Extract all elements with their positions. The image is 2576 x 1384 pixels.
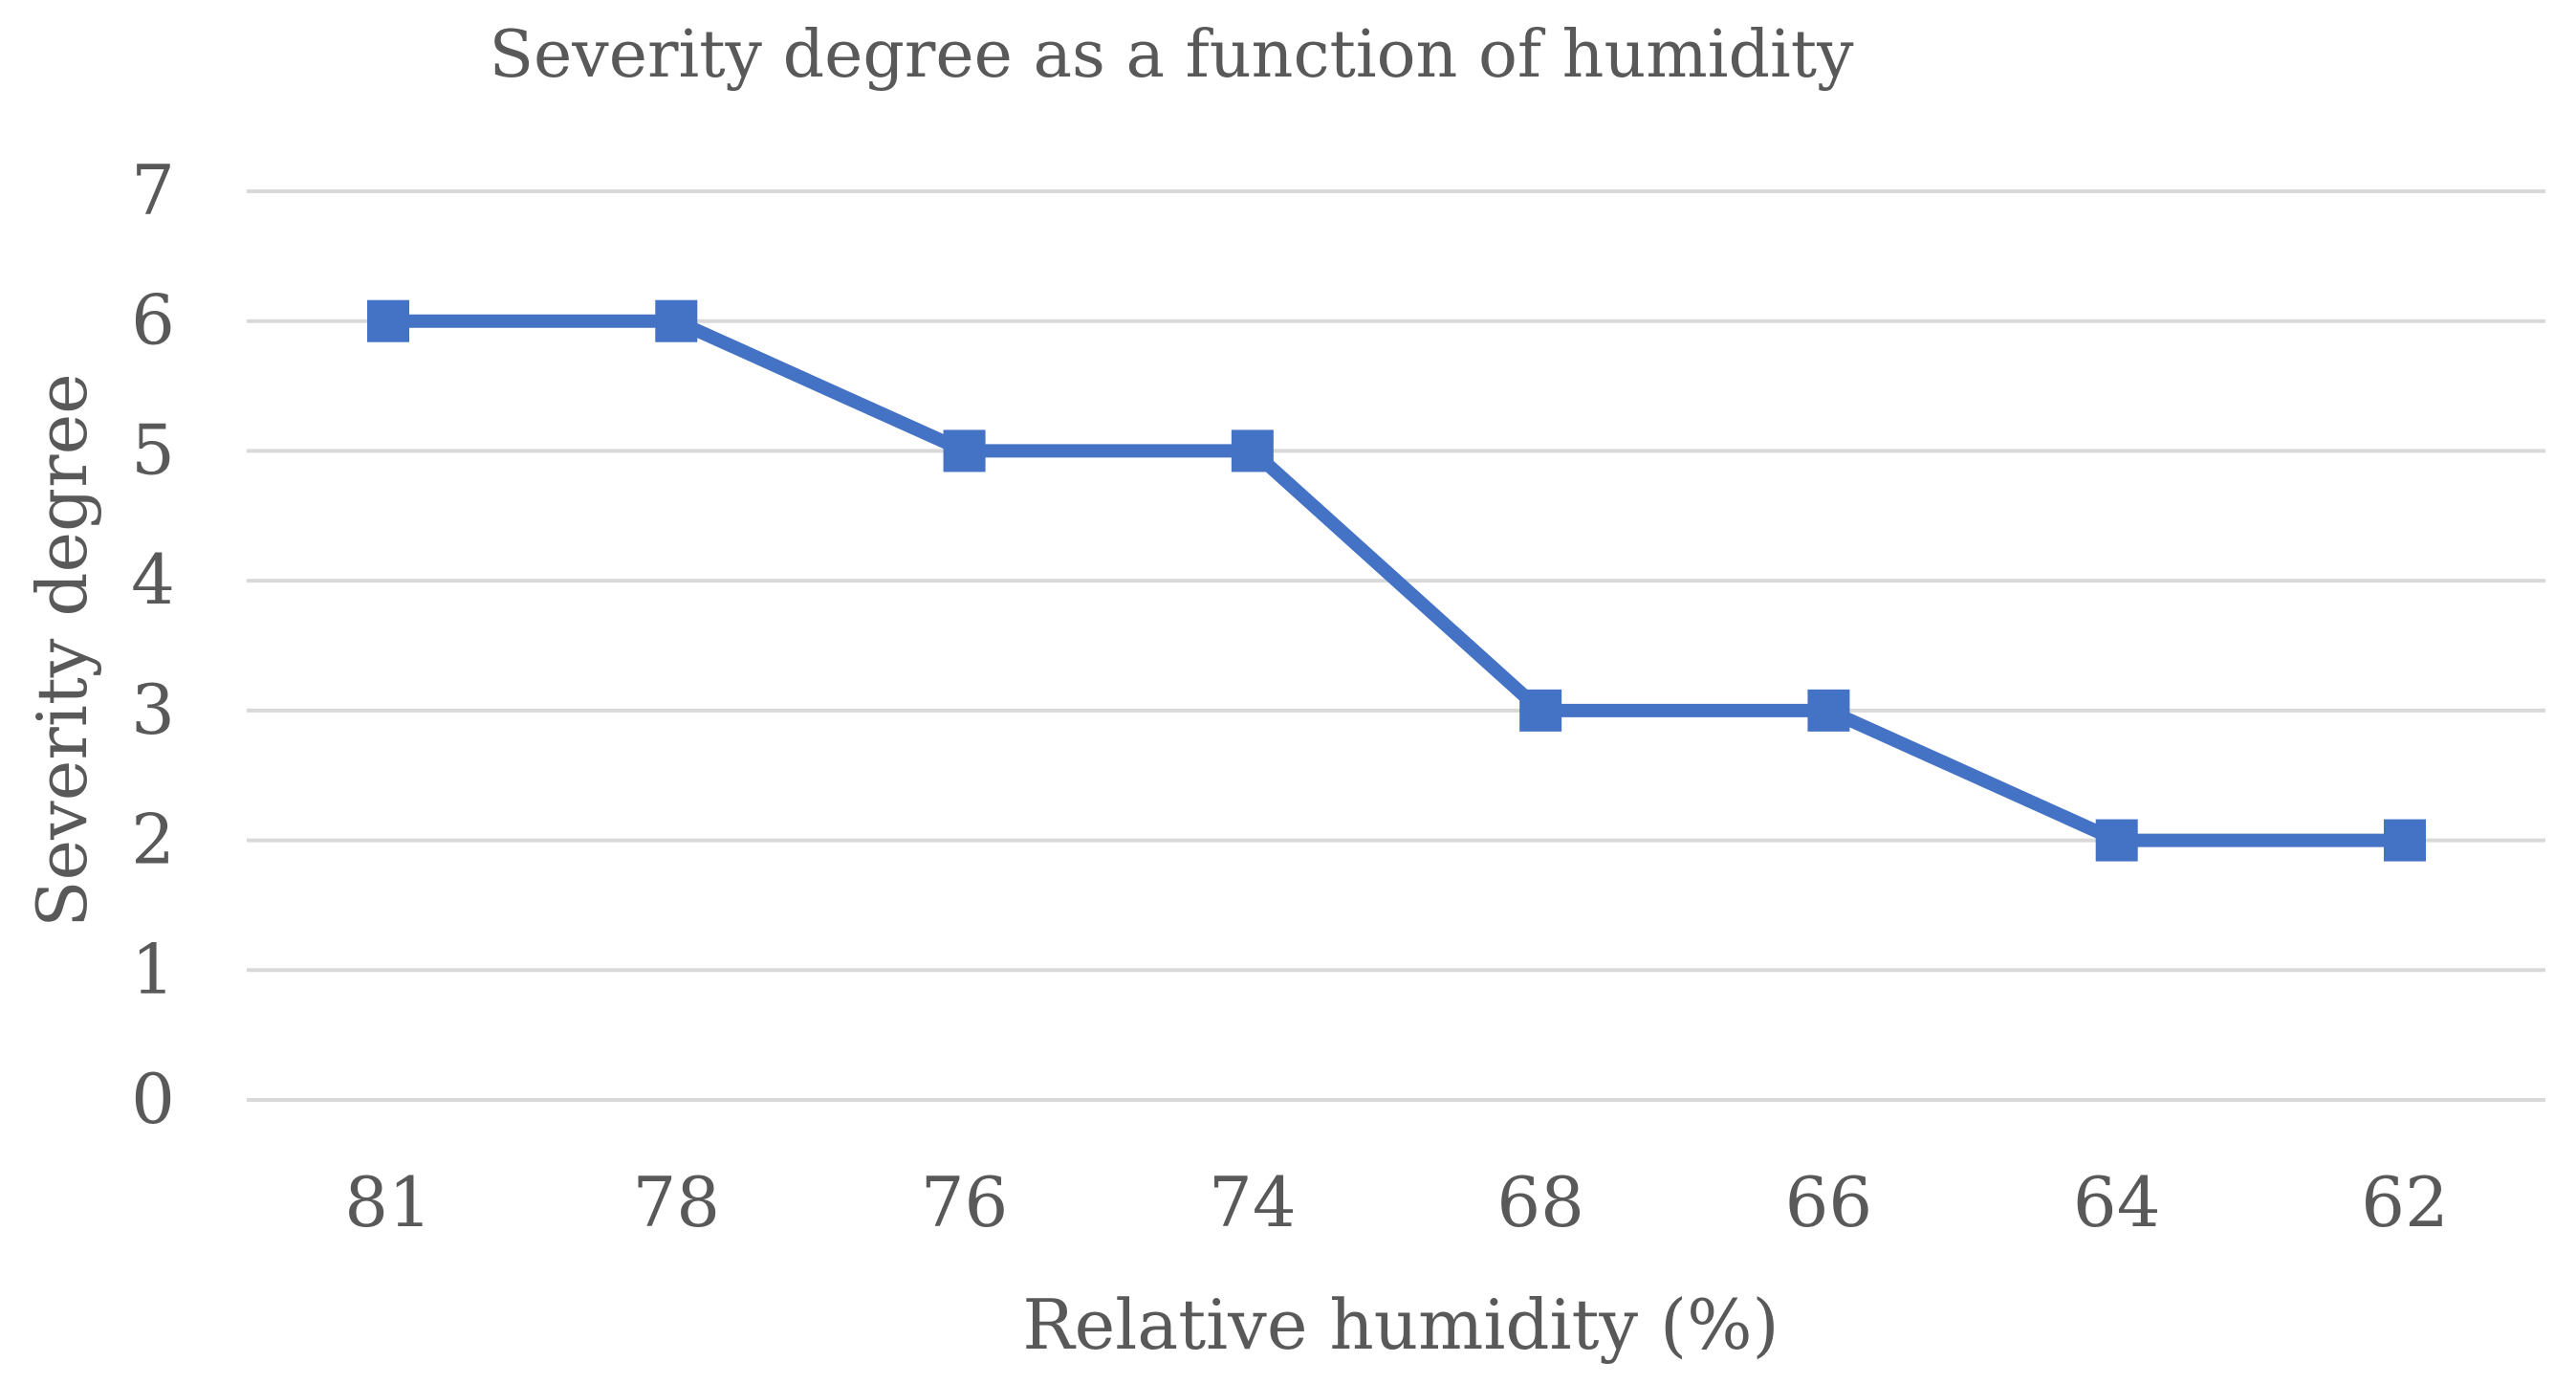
x-axis-ticks: 81 78 76 74 68 66 64 62 [344,1162,2449,1242]
x-tick-label: 78 [632,1162,720,1242]
y-axis-title: Severity degree [22,373,102,928]
x-tick-label: 62 [2361,1162,2449,1242]
y-tick-label: 5 [131,409,175,490]
data-point-marker [367,299,409,342]
data-point-marker [1519,689,1562,732]
x-tick-label: 66 [1785,1162,1873,1242]
data-point-marker [1231,429,1274,472]
data-point-marker [1807,689,1850,732]
y-tick-label: 1 [131,929,175,1009]
y-axis-ticks: 0 1 2 3 4 5 6 7 [131,150,175,1139]
x-tick-label: 76 [921,1162,1009,1242]
x-tick-label: 64 [2073,1162,2161,1242]
y-tick-label: 3 [131,670,175,750]
series-line [382,314,2412,847]
y-tick-label: 7 [131,150,175,231]
y-tick-label: 2 [131,800,175,880]
chart-title: Severity degree as a function of humidit… [489,17,1854,93]
data-point-marker [943,429,986,472]
data-point-marker [2384,819,2426,862]
x-tick-label: 68 [1496,1162,1584,1242]
series-layer [367,299,2426,862]
x-tick-label: 74 [1209,1162,1297,1242]
y-tick-label: 0 [131,1059,175,1139]
data-point-marker [655,299,698,342]
y-tick-label: 6 [131,280,175,361]
y-tick-label: 4 [131,539,175,620]
x-tick-label: 81 [344,1162,432,1242]
data-point-marker [2095,819,2138,862]
x-axis-title: Relative humidity (%) [1022,1285,1779,1365]
